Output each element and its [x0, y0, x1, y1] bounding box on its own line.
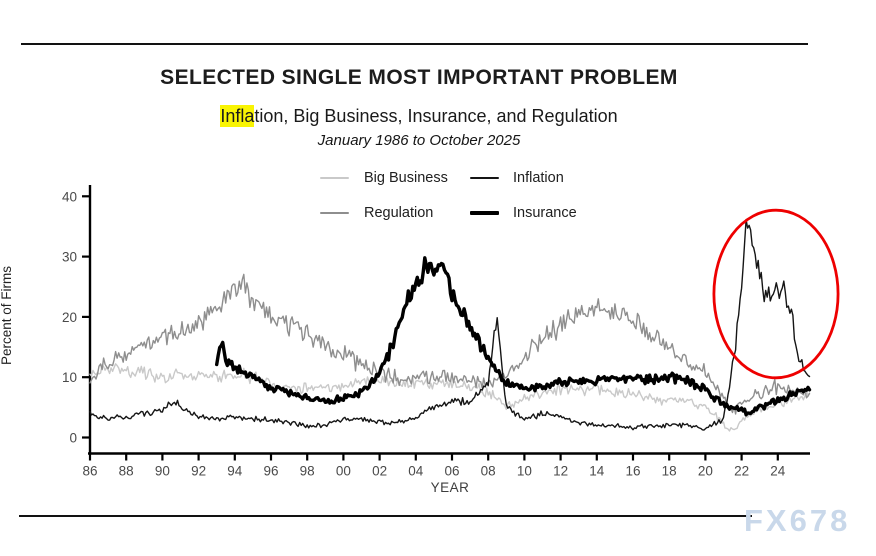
y-tick-label: 30	[62, 250, 77, 265]
x-tick-label: 04	[408, 464, 424, 479]
x-tick-label: 20	[698, 464, 713, 479]
x-tick-label: 98	[300, 464, 315, 479]
x-tick-label: 92	[191, 464, 206, 479]
x-tick-label: 96	[263, 464, 278, 479]
x-tick-label: 22	[734, 464, 749, 479]
legend-line-icon	[320, 212, 349, 214]
watermark-logo: FX678	[744, 503, 851, 538]
x-tick-label: 16	[625, 464, 640, 479]
x-tick-label: 86	[82, 464, 97, 479]
y-tick-label: 0	[69, 431, 77, 446]
series-line-big-business	[89, 363, 811, 432]
x-tick-label: 00	[336, 464, 351, 479]
top-divider	[21, 43, 808, 45]
y-tick-label: 20	[62, 310, 77, 325]
legend-label-big-business: Big Business	[364, 170, 448, 186]
x-tick-label: 94	[227, 464, 243, 479]
legend-swatch-inflation	[470, 170, 499, 186]
x-tick-label: 18	[662, 464, 677, 479]
subtitle-rest-text: tion, Big Business, Insurance, and Regul…	[254, 106, 618, 126]
x-tick-label: 12	[553, 464, 568, 479]
series-line-inflation	[89, 218, 811, 431]
x-tick-label: 24	[770, 464, 786, 479]
legend-swatch-big-business	[320, 170, 349, 186]
legend-line-icon	[470, 177, 499, 179]
x-tick-label: 14	[589, 464, 605, 479]
bottom-divider	[19, 515, 752, 517]
x-tick-label: 90	[155, 464, 170, 479]
series-line-insurance	[214, 256, 812, 417]
legend-swatch-regulation	[320, 205, 349, 221]
chart-subtitle: Inflation, Big Business, Insurance, and …	[0, 105, 838, 127]
y-tick-label: 10	[62, 370, 77, 385]
chart-title: SELECTED SINGLE MOST IMPORTANT PROBLEM	[160, 66, 678, 89]
subtitle-highlighted-text: Infla	[220, 105, 255, 127]
legend-label-insurance: Insurance	[513, 205, 577, 221]
highlight-ellipse-annotation	[712, 208, 840, 380]
x-tick-label: 10	[517, 464, 532, 479]
chart-date-range: January 1986 to October 2025	[317, 132, 521, 149]
x-axis-label: YEAR	[430, 480, 470, 495]
legend-line-icon	[320, 177, 349, 179]
legend-swatch-insurance	[470, 205, 499, 221]
x-tick-label: 02	[372, 464, 387, 479]
series-line-regulation	[89, 273, 811, 415]
legend-line-icon	[470, 211, 499, 215]
y-tick-label: 40	[62, 189, 77, 204]
x-tick-label: 08	[481, 464, 496, 479]
x-tick-label: 88	[119, 464, 134, 479]
x-tick-label: 06	[444, 464, 459, 479]
legend-label-regulation: Regulation	[364, 205, 434, 221]
legend-label-inflation: Inflation	[513, 170, 564, 186]
